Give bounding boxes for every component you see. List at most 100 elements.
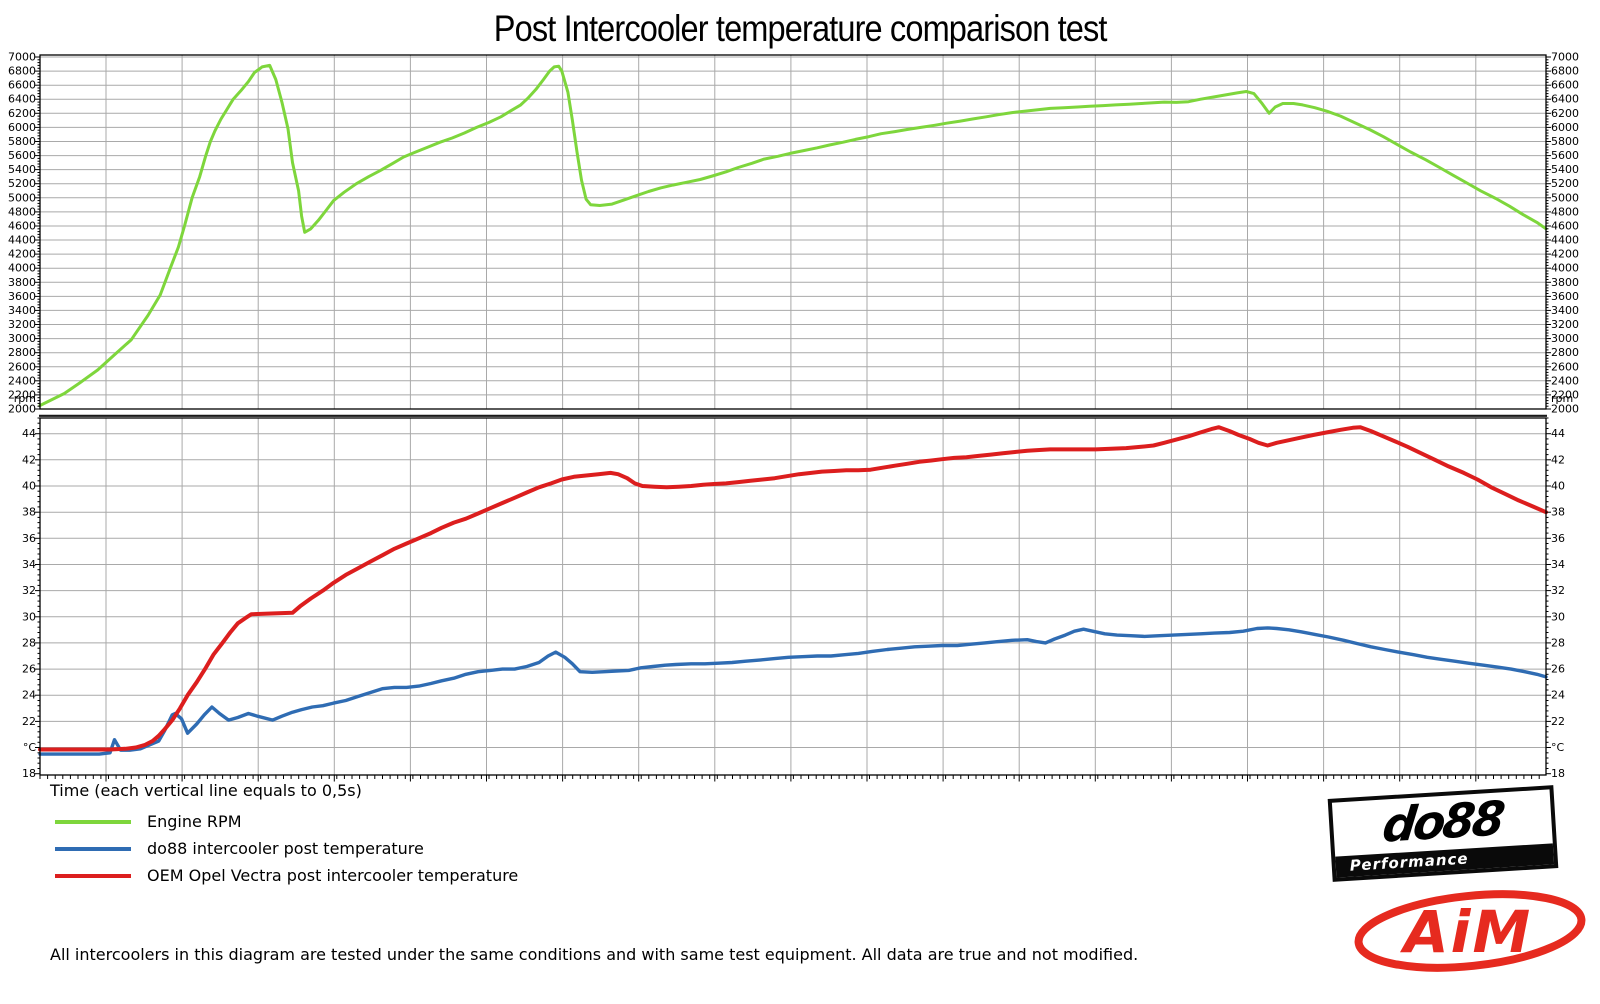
y-axis-label-left: 6600 — [8, 79, 36, 92]
aim-logo-ellipse — [1354, 890, 1586, 972]
y-axis-label-left: 30 — [22, 610, 36, 623]
y-axis-label-left: 2200 — [8, 388, 36, 401]
y-axis-label-left: 6400 — [8, 93, 36, 106]
oem-opel-vectra-post-intercooler-temperature-line — [38, 425, 1548, 752]
y-axis-label-right: 2400 — [1551, 374, 1579, 387]
y-axis-label-left: 18 — [22, 767, 36, 780]
do88-intercooler-post-temperature-line — [38, 626, 1548, 756]
y-axis-label-right: 6400 — [1551, 93, 1579, 106]
legend-label: OEM Opel Vectra post intercooler tempera… — [147, 866, 519, 885]
y-axis-label-left: 3400 — [8, 304, 36, 317]
panel-background-0 — [40, 55, 1546, 409]
legend-label: Engine RPM — [147, 812, 242, 831]
y-axis-label-right: 32 — [1551, 584, 1565, 597]
y-axis-label-left: 22 — [22, 715, 36, 728]
chart-title: Post Intercooler temperature comparison … — [0, 8, 1600, 50]
y-axis-label-left: 4800 — [8, 205, 36, 218]
y-axis-label-right: 2000 — [1551, 403, 1579, 416]
y-axis-label-right: 2800 — [1551, 346, 1579, 359]
y-axis-label-left: 4600 — [8, 220, 36, 233]
aim-logo: AiM — [1354, 890, 1586, 972]
y-axis-label-left: 38 — [22, 506, 36, 519]
y-axis-label-right: 44 — [1551, 427, 1565, 440]
y-axis-label-right: 5000 — [1551, 191, 1579, 204]
legend-line-sample-red — [55, 873, 131, 878]
y-axis-label-left: 7000 — [8, 51, 36, 64]
y-axis-label-left: 6000 — [8, 121, 36, 134]
footer-note: All intercoolers in this diagram are tes… — [50, 945, 1139, 964]
y-axis-label-right: 4400 — [1551, 234, 1579, 247]
y-axis-label-right: 7000 — [1551, 51, 1579, 64]
y-axis-label-left: 2600 — [8, 360, 36, 373]
y-axis-label-left: 40 — [22, 480, 36, 493]
y-axis-label-right: 5600 — [1551, 149, 1579, 162]
do88-logo-frame: do88 Performance — [1327, 785, 1559, 882]
y-axis-label-right: 4200 — [1551, 248, 1579, 261]
y-axis-label-right: 3400 — [1551, 304, 1579, 317]
y-axis-label-right: 42 — [1551, 453, 1565, 466]
y-axis-label-left: 3600 — [8, 290, 36, 303]
y-axis-label-right: 26 — [1551, 663, 1565, 676]
y-axis-label-right: 4800 — [1551, 205, 1579, 218]
y-axis-label-left: 32 — [22, 584, 36, 597]
y-axis-unit-label-left: rpm — [14, 392, 36, 405]
y-axis-label-left: 4200 — [8, 248, 36, 261]
y-axis-label-right: 5200 — [1551, 177, 1579, 190]
y-axis-label-right: 5400 — [1551, 163, 1579, 176]
y-axis-label-left: 42 — [22, 453, 36, 466]
y-axis-label-left: 2400 — [8, 374, 36, 387]
y-axis-label-left: 3000 — [8, 332, 36, 345]
y-axis-label-left: 28 — [22, 636, 36, 649]
y-axis-label-right: 3000 — [1551, 332, 1579, 345]
aim-logo-text: AiM — [1400, 898, 1533, 966]
y-axis-label-left: 26 — [22, 663, 36, 676]
y-axis-label-right: 34 — [1551, 558, 1565, 571]
y-axis-label-left: 44 — [22, 427, 36, 440]
y-axis-label-left: 5000 — [8, 191, 36, 204]
y-axis-label-right: 4000 — [1551, 262, 1579, 275]
legend-item-engine-rpm: Engine RPM — [55, 808, 518, 835]
x-axis-label: Time (each vertical line equals to 0,5s) — [50, 781, 362, 800]
y-axis-label-right: 18 — [1551, 767, 1565, 780]
y-axis-label-right: 3200 — [1551, 318, 1579, 331]
panel-background-1 — [40, 418, 1546, 775]
y-axis-label-right: 5800 — [1551, 135, 1579, 148]
y-axis-label-left: 24 — [22, 689, 36, 702]
y-axis-label-right: 6600 — [1551, 79, 1579, 92]
legend-line-sample-green — [55, 819, 131, 824]
y-axis-label-right: 4600 — [1551, 220, 1579, 233]
legend-label: do88 intercooler post temperature — [147, 839, 424, 858]
y-axis-label-left: 5400 — [8, 163, 36, 176]
y-axis-label-left: 5600 — [8, 149, 36, 162]
y-axis-label-left: 4400 — [8, 234, 36, 247]
y-axis-label-left: 5200 — [8, 177, 36, 190]
y-axis-label-left: 3200 — [8, 318, 36, 331]
y-axis-label-left: 6800 — [8, 65, 36, 78]
legend-item-oem-temperature: OEM Opel Vectra post intercooler tempera… — [55, 862, 518, 889]
y-axis-label-left: 3800 — [8, 276, 36, 289]
y-axis-label-right: 6000 — [1551, 121, 1579, 134]
y-axis-label-left: 2800 — [8, 346, 36, 359]
legend-line-sample-blue — [55, 846, 131, 851]
y-axis-label-left: 36 — [22, 532, 36, 545]
y-axis-label-right: 30 — [1551, 610, 1565, 623]
y-axis-label-right: 3800 — [1551, 276, 1579, 289]
y-axis-unit-label-right: rpm — [1551, 392, 1573, 405]
y-axis-unit-label-right: °C — [1551, 741, 1565, 754]
chart-title-text: Post Intercooler temperature comparison … — [493, 8, 1108, 49]
y-axis-label-right: 38 — [1551, 506, 1565, 519]
y-axis-label-right: 22 — [1551, 715, 1565, 728]
y-axis-label-right: 28 — [1551, 636, 1565, 649]
y-axis-label-left: 2000 — [8, 403, 36, 416]
legend: Engine RPM do88 intercooler post tempera… — [55, 808, 518, 889]
y-axis-label-right: 6800 — [1551, 65, 1579, 78]
legend-item-do88-temperature: do88 intercooler post temperature — [55, 835, 518, 862]
engine-rpm-line — [38, 63, 1548, 407]
y-axis-label-right: 2600 — [1551, 360, 1579, 373]
y-axis-label-left: 34 — [22, 558, 36, 571]
y-axis-label-right: 6200 — [1551, 107, 1579, 120]
y-axis-unit-label-left: °C — [23, 741, 37, 754]
y-axis-label-left: 4000 — [8, 262, 36, 275]
